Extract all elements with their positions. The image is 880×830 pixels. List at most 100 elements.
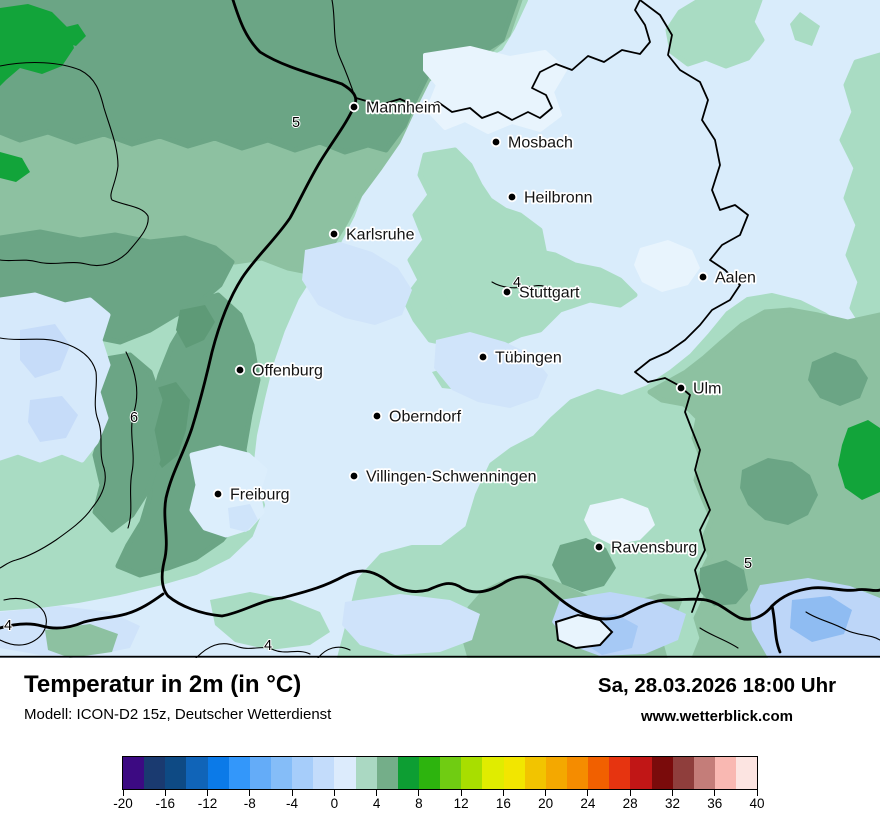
- city-marker: Offenburg: [234, 361, 325, 381]
- map-bottom-frame: [0, 655, 880, 658]
- colorbar-segment: [397, 757, 419, 789]
- contour-label: 5: [744, 556, 752, 572]
- colorbar-tick: [629, 790, 631, 796]
- colorbar-tick-label: -16: [155, 796, 176, 811]
- city-dot: [593, 541, 605, 553]
- colorbar-segment: [270, 757, 293, 789]
- city-dot: [212, 488, 224, 500]
- colorbar-segment: [228, 757, 250, 789]
- city-marker: Tübingen: [477, 348, 563, 368]
- colorbar-axis: -20 -16 -12 -8 -4 0 4 8 12 16 20 24 28 32 36 40: [113, 790, 765, 812]
- city-marker: Stuttgart: [501, 283, 582, 303]
- colorbar-tick: [333, 790, 335, 796]
- colorbar-tick-label: -20: [113, 796, 133, 811]
- colorbar-tick: [756, 790, 758, 796]
- city-label: Mannheim: [366, 100, 441, 117]
- contour-label: 5: [292, 115, 300, 131]
- colorbar-segment: [651, 757, 673, 789]
- colorbar-tick: [545, 790, 547, 796]
- colorbar-segment: [186, 757, 208, 789]
- model-info: Modell: ICON-D2 15z, Deutscher Wetterdie…: [24, 706, 332, 723]
- colorbar-segment: [461, 757, 483, 789]
- colorbar-tick: [418, 790, 420, 796]
- colorbar-segment: [566, 757, 589, 789]
- colorbar-tick-label: 36: [707, 796, 723, 811]
- colorbar-segment: [714, 757, 737, 789]
- city-markers: Mannheim Mosbach Heilbronn Karlsruhe Aalen St…: [212, 98, 758, 558]
- city-marker: Freiburg: [212, 485, 291, 505]
- colorbar-segment: [440, 757, 462, 789]
- colorbar-tick-label: -4: [286, 796, 299, 811]
- colorbar-segment: [693, 757, 715, 789]
- colorbar-segment: [249, 757, 271, 789]
- colorbar-segment: [524, 757, 546, 789]
- colorbar-tick-label: 12: [453, 796, 469, 811]
- city-dot: [490, 136, 502, 148]
- colorbar-segment: [503, 757, 525, 789]
- contour-labels: 5 4 6 5 4 4: [3, 114, 753, 655]
- colorbar-segment: [418, 757, 441, 789]
- colorbar-tick-label: 4: [372, 796, 381, 811]
- colorbar-tick: [207, 790, 209, 796]
- lake-constance: [554, 613, 614, 650]
- city-label: Freiburg: [230, 487, 290, 504]
- city-label: Mosbach: [508, 135, 573, 152]
- city-marker: Mannheim: [348, 98, 442, 118]
- city-dot: [348, 470, 360, 482]
- colorbar-segment: [355, 757, 377, 789]
- colorbar-tick-label: 0: [330, 796, 339, 811]
- city-marker: Heilbronn: [506, 188, 594, 208]
- city-dot: [506, 191, 518, 203]
- city-dot: [328, 228, 340, 240]
- colorbar-segment: [588, 757, 610, 789]
- city-marker: Aalen: [697, 268, 758, 288]
- colorbar-segment: [672, 757, 694, 789]
- colorbar-tick: [249, 790, 251, 796]
- colorbar-segment: [313, 757, 335, 789]
- temperature-colorbar: -20 -16 -12 -8 -4 0 4 8 12 16 20 24 28 32 36 40: [113, 756, 765, 812]
- thin-border-lines: [0, 0, 880, 658]
- colorbar-tick: [376, 790, 378, 796]
- colorbar-tick-label: 8: [415, 796, 423, 811]
- colorbar-segment: [292, 757, 314, 789]
- website-text: www.wetterblick.com: [641, 708, 793, 725]
- map-fill-regions: [0, 0, 880, 658]
- city-dot: [234, 364, 246, 376]
- colorbar-segment: [630, 757, 652, 789]
- colorbar-segment: [482, 757, 504, 789]
- colorbar-tick-label: 16: [495, 796, 511, 811]
- city-dot: [675, 382, 687, 394]
- city-label: Offenburg: [252, 363, 323, 380]
- colorbar-tick-label: 20: [538, 796, 554, 811]
- colorbar-segment: [376, 757, 398, 789]
- city-label: Tübingen: [495, 350, 562, 367]
- colorbar-segment: [123, 757, 145, 789]
- city-label: Ravensburg: [611, 540, 697, 557]
- colorbar-tick: [671, 790, 673, 796]
- colorbar-tick: [714, 790, 716, 796]
- city-label: Aalen: [715, 270, 756, 287]
- colorbar-tick-label: 24: [580, 796, 596, 811]
- city-marker: Karlsruhe: [328, 225, 416, 245]
- city-label: Ulm: [693, 381, 721, 398]
- city-marker: Ulm: [675, 379, 723, 399]
- colorbar-tick: [122, 790, 124, 796]
- city-label: Heilbronn: [524, 190, 592, 207]
- colorbar-tick: [291, 790, 293, 796]
- colorbar-tick: [587, 790, 589, 796]
- temperature-map-svg: 5 4 6 5 4 4 Mannheim Mosbach Heilbronn Karlsruhe…: [0, 0, 880, 658]
- colorbar-tick-label: 40: [749, 796, 765, 811]
- colorbar-tick: [460, 790, 462, 796]
- colorbar-tick-label: -12: [197, 796, 218, 811]
- city-label: Oberndorf: [389, 409, 462, 426]
- page-title: Temperatur in 2m (in °C): [24, 671, 302, 698]
- colorbar-segment: [144, 757, 166, 789]
- city-label: Karlsruhe: [346, 227, 415, 244]
- colorbar-tick: [164, 790, 166, 796]
- city-marker: Ravensburg: [593, 538, 699, 558]
- valid-datetime: Sa, 28.03.2026 18:00 Uhr: [597, 674, 837, 697]
- contour-label: 4: [513, 275, 521, 291]
- header-right: Sa, 28.03.2026 18:00 Uhr www.wetterblick…: [567, 674, 867, 725]
- colorbar-segment: [207, 757, 229, 789]
